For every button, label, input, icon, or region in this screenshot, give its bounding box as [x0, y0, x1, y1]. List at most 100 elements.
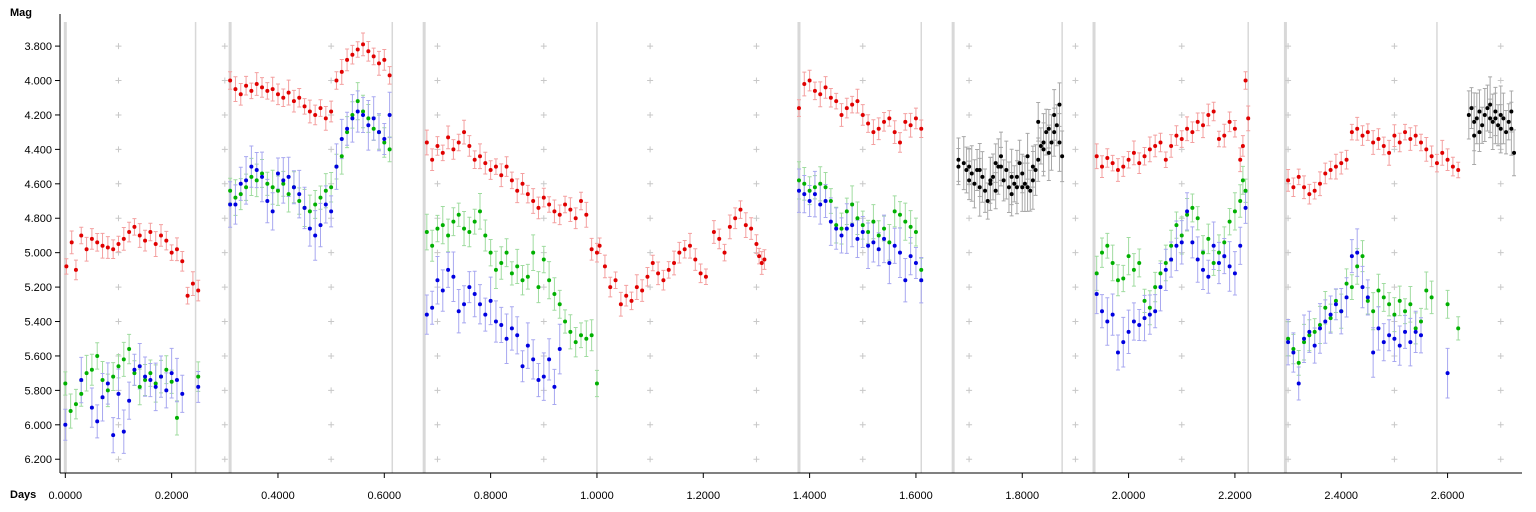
grid-marker	[1285, 77, 1292, 84]
grid-marker	[1391, 284, 1398, 291]
data-point	[1456, 168, 1461, 173]
data-point	[796, 178, 801, 183]
data-point	[1482, 112, 1487, 117]
data-point	[1216, 260, 1221, 265]
y-tick-label: 6.200	[24, 454, 52, 466]
data-point	[1025, 185, 1030, 190]
x-tick-label: 0.2000	[155, 490, 189, 502]
data-point	[1243, 188, 1248, 193]
data-point	[1490, 119, 1495, 124]
data-point	[1030, 164, 1035, 169]
data-point	[228, 78, 233, 83]
data-point	[796, 106, 801, 111]
data-point	[1206, 112, 1211, 117]
data-point	[281, 95, 286, 100]
data-point	[244, 185, 249, 190]
grid-marker	[1391, 387, 1398, 394]
data-point	[1222, 133, 1227, 138]
data-point	[547, 202, 552, 207]
data-point	[802, 81, 807, 86]
grid-marker	[434, 111, 441, 118]
data-point	[95, 419, 100, 424]
data-point	[424, 140, 429, 145]
data-point	[1286, 340, 1291, 345]
grid-marker	[434, 387, 441, 394]
data-point	[1052, 112, 1057, 117]
data-point	[818, 202, 823, 207]
data-point	[1033, 168, 1038, 173]
data-point	[515, 188, 520, 193]
data-point	[1044, 130, 1049, 135]
data-point	[1121, 276, 1126, 281]
data-point	[1381, 143, 1386, 148]
data-point	[871, 240, 876, 245]
data-point	[180, 391, 185, 396]
data-point	[1429, 295, 1434, 300]
data-point	[249, 164, 254, 169]
data-point	[1179, 137, 1184, 142]
grid-marker	[1285, 421, 1292, 428]
data-point	[919, 126, 924, 131]
data-point	[1216, 137, 1221, 142]
x-tick-label: 0.8000	[474, 490, 508, 502]
data-point	[969, 171, 974, 176]
data-point	[1243, 78, 1248, 83]
grid-marker	[966, 77, 973, 84]
data-point	[844, 226, 849, 231]
y-tick-label: 5.200	[24, 282, 52, 294]
data-point	[919, 267, 924, 272]
data-point	[1153, 143, 1158, 148]
data-point	[68, 409, 73, 414]
data-point	[387, 112, 392, 117]
data-point	[1227, 219, 1232, 224]
data-point	[1153, 285, 1158, 290]
data-point	[233, 195, 238, 200]
data-point	[563, 202, 568, 207]
data-point	[855, 99, 860, 104]
grid-marker	[647, 456, 654, 463]
data-point	[127, 398, 132, 403]
y-tick-label: 3.800	[24, 41, 52, 53]
y-tick-label: 4.600	[24, 179, 52, 191]
data-point	[1238, 243, 1243, 248]
data-point	[552, 291, 557, 296]
grid-marker	[1497, 180, 1504, 187]
data-point	[1153, 309, 1158, 314]
data-point	[892, 209, 897, 214]
data-point	[196, 384, 201, 389]
data-point	[1110, 260, 1115, 265]
y-tick-label: 4.400	[24, 144, 52, 156]
data-point	[1185, 212, 1190, 217]
data-point	[148, 371, 153, 376]
data-point	[79, 233, 84, 238]
data-point	[174, 378, 179, 383]
data-point	[839, 112, 844, 117]
data-point	[499, 260, 504, 265]
grid-marker	[221, 77, 228, 84]
grid-marker	[221, 284, 228, 291]
y-tick-label: 4.000	[24, 76, 52, 88]
data-point	[972, 181, 977, 186]
data-point	[143, 374, 148, 379]
data-point	[1501, 116, 1506, 121]
grid-marker	[115, 180, 122, 187]
data-point	[613, 278, 618, 283]
axes	[59, 14, 1522, 474]
data-point	[105, 381, 110, 386]
data-point	[361, 112, 366, 117]
grid-marker	[753, 284, 760, 291]
data-point	[980, 174, 985, 179]
data-point	[1360, 254, 1365, 259]
data-point	[382, 137, 387, 142]
data-point	[270, 209, 275, 214]
data-point	[1365, 130, 1370, 135]
data-point	[1349, 285, 1354, 290]
data-point	[1185, 209, 1190, 214]
data-point	[318, 223, 323, 228]
data-point	[568, 207, 573, 212]
grid-marker	[966, 421, 973, 428]
data-point	[850, 102, 855, 107]
grid-marker	[966, 387, 973, 394]
data-point	[493, 319, 498, 324]
data-point	[121, 357, 126, 362]
